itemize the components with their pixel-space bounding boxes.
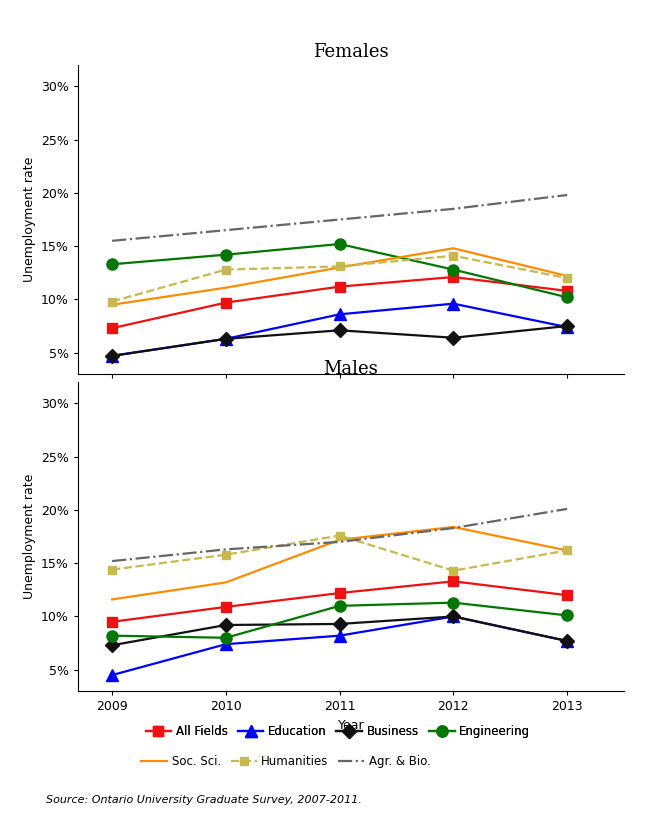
Y-axis label: Unemployment rate: Unemployment rate xyxy=(23,474,36,599)
Title: Females: Females xyxy=(313,43,389,61)
Legend: All Fields, Education, Business, Engineering: All Fields, Education, Business, Enginee… xyxy=(146,725,530,738)
Y-axis label: Unemployment rate: Unemployment rate xyxy=(23,157,36,282)
Title: Males: Males xyxy=(324,360,378,378)
X-axis label: Year: Year xyxy=(338,719,364,732)
X-axis label: Year: Year xyxy=(338,402,364,415)
Legend: Soc. Sci., Humanities, Agr. & Bio.: Soc. Sci., Humanities, Agr. & Bio. xyxy=(141,755,431,768)
Text: Source: Ontario University Graduate Survey, 2007-2011.: Source: Ontario University Graduate Surv… xyxy=(46,795,361,805)
